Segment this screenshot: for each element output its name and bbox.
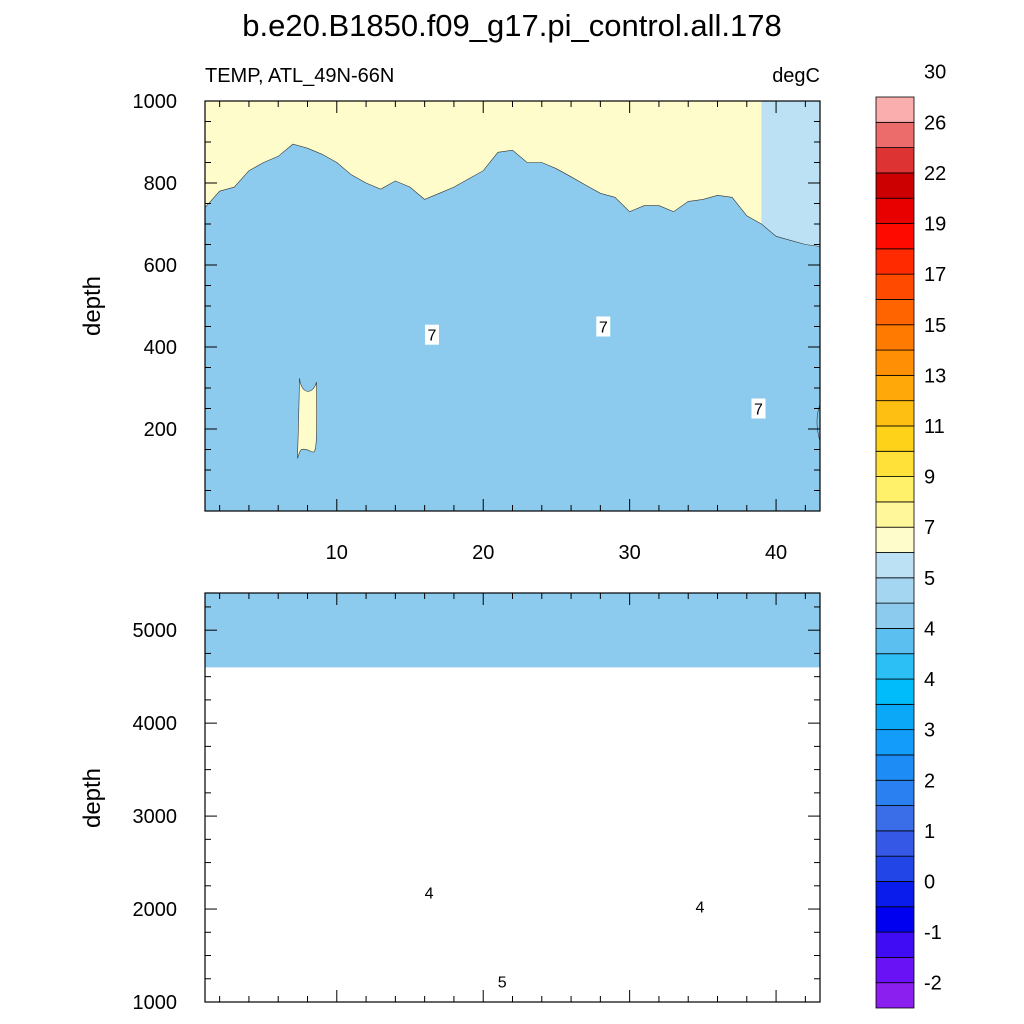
colorbar-swatch: [875, 653, 915, 680]
upper-right-subtitle: degC: [772, 65, 820, 87]
lower-contour-label-bg: [495, 971, 510, 992]
colorbar-label: 2: [924, 770, 935, 792]
colorbar-swatch: [875, 830, 915, 857]
upper-y-tick-label: 400: [144, 337, 177, 359]
lower-contour-panel: 5 4 4 1000 2000 3000 4000 5000: [133, 592, 821, 1014]
lower-y-tick-label: 3000: [133, 806, 178, 828]
lower-contour-label: 4: [695, 899, 704, 916]
colorbar-swatch: [875, 96, 915, 123]
colorbar-label: 11: [924, 416, 945, 438]
upper-x-tick-label: 30: [619, 542, 641, 564]
upper-isotherm-6-line: [204, 143, 821, 247]
lower-y-tick-label: 4000: [133, 713, 178, 735]
upper-y-tick-label: 800: [144, 173, 177, 195]
colorbar-label: 5: [924, 568, 935, 590]
upper-x-tick-label: 10: [326, 542, 348, 564]
upper-contour-label-bg: [424, 324, 439, 345]
lower-y-tick-label: 2000: [133, 899, 178, 921]
colorbar-swatch: [875, 678, 915, 705]
upper-contour-label: 7: [599, 320, 608, 337]
upper-y-tick-label: 1000: [133, 91, 178, 113]
upper-contour-label-bg: [751, 398, 766, 419]
colorbar-label: 22: [924, 163, 946, 185]
colorbar-label: 0: [924, 871, 935, 893]
figure-title: b.e20.B1850.f09_g17.pi_control.all.178: [242, 8, 782, 43]
upper-y-axis-label: depth: [79, 276, 106, 336]
colorbar-label: -1: [924, 922, 942, 944]
colorbar-swatch: [875, 197, 915, 224]
colorbar-swatch: [875, 273, 915, 300]
colorbar-swatch: [875, 906, 915, 933]
colorbar-label: 19: [924, 214, 946, 236]
upper-warm-patch: [297, 378, 318, 459]
upper-x-tick-label: 40: [765, 542, 787, 564]
upper-left-subtitle: TEMP, ATL_49N-66N: [205, 65, 394, 87]
colorbar-swatch: [875, 982, 915, 1009]
colorbar-label: -2: [924, 973, 942, 995]
colorbar-label: 4: [924, 669, 935, 691]
upper-contour-label: 7: [754, 402, 763, 419]
colorbar-label: 15: [924, 315, 946, 337]
colorbar-swatch: [875, 450, 915, 477]
colorbar-label: 1: [924, 821, 935, 843]
lower-contour-label: 4: [425, 885, 434, 902]
colorbar: -2 -1 0 1 2 3 4 4 5 7 9 11 13 15 17 19 22 26 30: [875, 62, 946, 1009]
colorbar-label: 4: [924, 618, 935, 640]
colorbar-swatch: [875, 172, 915, 199]
colorbar-swatch: [875, 855, 915, 882]
lower-y-tick-label: 1000: [133, 992, 178, 1014]
colorbar-swatch: [875, 729, 915, 756]
colorbar-swatch: [875, 501, 915, 528]
colorbar-swatch: [875, 121, 915, 149]
lower-y-axis-label: depth: [79, 768, 106, 828]
colorbar-label: 9: [924, 467, 935, 489]
colorbar-label: 26: [924, 112, 946, 134]
upper-contour-label-bg: [596, 316, 611, 337]
colorbar-label: 7: [924, 517, 935, 539]
colorbar-swatch: [875, 299, 915, 326]
colorbar-swatch: [875, 374, 915, 402]
lower-no-data-area: [205, 667, 820, 1002]
upper-y-tick-label: 600: [144, 255, 177, 277]
colorbar-label: 17: [924, 264, 946, 286]
colorbar-swatch: [875, 805, 915, 832]
colorbar-label: 30: [924, 62, 946, 84]
colorbar-swatch: [875, 526, 915, 553]
upper-y-tick-label: 200: [144, 419, 177, 441]
colorbar-swatch: [875, 400, 915, 427]
lower-contour-label-bg: [422, 882, 437, 903]
colorbar-label: 3: [924, 720, 935, 742]
lower-contour-label-bg: [692, 896, 707, 917]
colorbar-swatch: [875, 425, 915, 452]
colorbar-swatch: [875, 349, 915, 376]
colorbar-swatch: [875, 147, 915, 174]
colorbar-swatch: [875, 931, 915, 958]
colorbar-label: 13: [924, 365, 946, 387]
colorbar-swatch: [875, 881, 915, 908]
lower-y-tick-label: 5000: [133, 620, 178, 642]
colorbar-swatch: [875, 577, 915, 604]
colorbar-swatch: [875, 628, 915, 655]
colorbar-swatch: [875, 476, 915, 503]
colorbar-swatch: [875, 956, 915, 984]
colorbar-swatch: [875, 602, 915, 629]
lower-contour-label: 5: [498, 975, 507, 992]
colorbar-swatch: [875, 779, 915, 806]
colorbar-swatch: [875, 223, 915, 250]
colorbar-swatch: [875, 754, 915, 781]
upper-edge-isotherm: [816, 404, 821, 442]
upper-contour-label: 7: [428, 328, 437, 345]
colorbar-swatch: [875, 552, 915, 579]
colorbar-swatch: [875, 324, 915, 351]
upper-x-tick-label: 20: [472, 542, 494, 564]
upper-fill-5-6: [205, 144, 820, 511]
colorbar-swatch: [875, 248, 915, 275]
upper-contour-panel: 7 7 7 10 20 30 40 200 400 600 800 1000: [133, 91, 821, 564]
colorbar-swatch: [875, 703, 915, 731]
